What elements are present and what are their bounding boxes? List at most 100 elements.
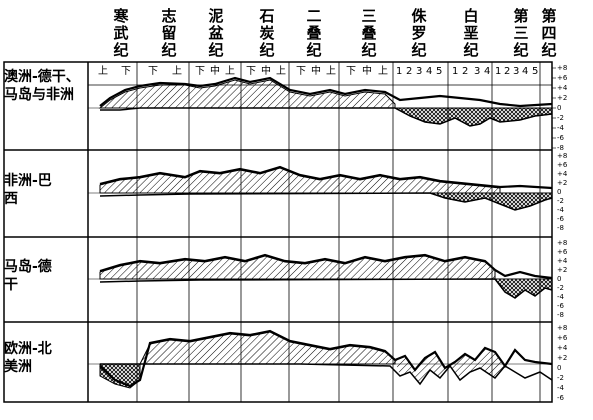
subdivision-label: 下 <box>296 66 306 77</box>
subdivision-label: 1 <box>452 66 459 77</box>
subdivision-label: 上 <box>276 66 286 77</box>
subdivision-label: 上 <box>172 66 182 77</box>
region-label: 马岛-德干 <box>4 259 52 293</box>
region-label: 欧洲-北美洲 <box>4 341 52 375</box>
subdivision-label: 2 <box>406 66 413 77</box>
period-label: 三叠纪 <box>361 7 377 59</box>
period-label: 泥盆纪 <box>208 7 224 59</box>
scale-label: -4 <box>557 124 564 132</box>
panel-4-mixed-area <box>395 348 505 384</box>
scale-label: -4 <box>557 293 564 301</box>
scale-column: +8 +6 +4 +2 0 -2 -4 -6 -8 <box>557 152 567 233</box>
subdivision-label: 2 <box>504 66 511 77</box>
panel-3-lower-curve <box>99 278 553 299</box>
subdivision-label: 3 <box>513 66 520 77</box>
subdivision-label: 上 <box>326 66 336 77</box>
panel-4-curves <box>99 329 553 389</box>
region-label: 澳洲-德干、马岛与非洲 <box>4 69 80 103</box>
subdivision-label: 下 <box>246 66 256 77</box>
scale-label: +2 <box>557 354 568 362</box>
scale-label: +6 <box>557 248 568 256</box>
period-label: 石炭纪 <box>259 7 275 59</box>
scale-label: +6 <box>557 161 568 169</box>
scale-label: +6 <box>557 334 568 342</box>
period-label: 志留纪 <box>161 7 177 59</box>
period-label: 第三纪 <box>513 7 529 59</box>
panel-1-lower-curve <box>100 107 553 127</box>
region-label: 非洲-巴西 <box>4 173 52 207</box>
subdivision-label: 中 <box>210 66 220 77</box>
panel-4-positive-area <box>139 331 396 365</box>
period-label: 二叠纪 <box>306 7 322 59</box>
subdivision-label: 下 <box>148 66 158 77</box>
scale-label: -6 <box>557 215 564 223</box>
subdivision-label: 上 <box>225 66 235 77</box>
scale-label: 0 <box>557 188 562 196</box>
subdivision-label: 下 <box>346 66 356 77</box>
period-label: 白垩纪 <box>463 7 479 59</box>
subdivision-label: 2 <box>462 66 469 77</box>
scale-label: +4 <box>557 84 568 92</box>
subdivision-label: 下 <box>195 66 205 77</box>
subdivision-label: 3 <box>416 66 423 77</box>
period-label: 第四纪 <box>541 7 557 59</box>
period-label: 寒武纪 <box>113 7 129 59</box>
scale-label: +8 <box>557 152 568 160</box>
scale-column: +8 +6 +4 +2 0 -2 -4 -6 -8 <box>557 239 567 320</box>
scale-label: +4 <box>557 257 568 265</box>
scale-label: +4 <box>557 170 568 178</box>
scale-label: +2 <box>557 179 568 187</box>
scale-label: -2 <box>557 284 564 292</box>
panel-1-curves <box>98 76 553 127</box>
chart-frame <box>3 61 553 403</box>
panel-2-lower-curve <box>99 192 553 211</box>
subdivision-label: 4 <box>426 66 433 77</box>
subdivision-label: 1 <box>495 66 502 77</box>
scale-label: -2 <box>557 197 564 205</box>
subdivision-label: 5 <box>532 66 539 77</box>
scale-label: +6 <box>557 74 568 82</box>
scale-label: +2 <box>557 266 568 274</box>
scale-label: -2 <box>557 114 564 122</box>
scale-label: -4 <box>557 384 564 392</box>
subdivision-label: 3 <box>474 66 481 77</box>
subdivision-label: 上 <box>98 66 108 77</box>
panel-3-curves <box>99 253 553 299</box>
panel-3-positive-area <box>99 255 496 280</box>
scale-ticks <box>552 67 556 149</box>
period-label: 侏罗纪 <box>411 7 427 59</box>
subdivision-label: 中 <box>362 66 372 77</box>
scale-label: -4 <box>557 206 564 214</box>
scale-label: -8 <box>557 311 564 319</box>
scale-label: 0 <box>557 364 562 372</box>
subdivision-label: 4 <box>484 66 491 77</box>
scale-label: 0 <box>557 275 562 283</box>
subdivision-label: 1 <box>396 66 403 77</box>
subdivision-label: 下 <box>121 66 131 77</box>
scale-label: +8 <box>557 64 568 72</box>
subdivision-label: 5 <box>436 66 443 77</box>
subdivision-label: 中 <box>311 66 321 77</box>
panel-1-positive-area <box>98 79 396 109</box>
scale-label: -8 <box>557 144 564 152</box>
scale-label: -6 <box>557 134 564 142</box>
subdivision-label: 中 <box>261 66 271 77</box>
scale-label: 0 <box>557 104 562 112</box>
scale-column: +8 +6 +4 +2 0 -2 -4 -6 <box>557 324 567 404</box>
panel-1-upper-curve <box>99 76 553 108</box>
scale-label: +4 <box>557 344 568 352</box>
scale-label: -8 <box>557 224 564 232</box>
panel-4-upper-curve <box>99 329 553 388</box>
panel-2-curves <box>99 165 553 211</box>
zero-lines <box>88 107 552 365</box>
scale-label: +8 <box>557 324 568 332</box>
scale-label: +8 <box>557 239 568 247</box>
scale-label: -6 <box>557 394 564 402</box>
panel-3-upper-curve <box>99 253 553 280</box>
subdivision-label: 4 <box>522 66 529 77</box>
panel-2-upper-curve <box>99 165 553 190</box>
scale-column: +8 +6 +4 +2 0 -2 -4 -6 -8 <box>557 64 567 154</box>
scale-label: -2 <box>557 374 564 382</box>
scale-label: +2 <box>557 94 568 102</box>
subdivision-label: 上 <box>378 66 388 77</box>
